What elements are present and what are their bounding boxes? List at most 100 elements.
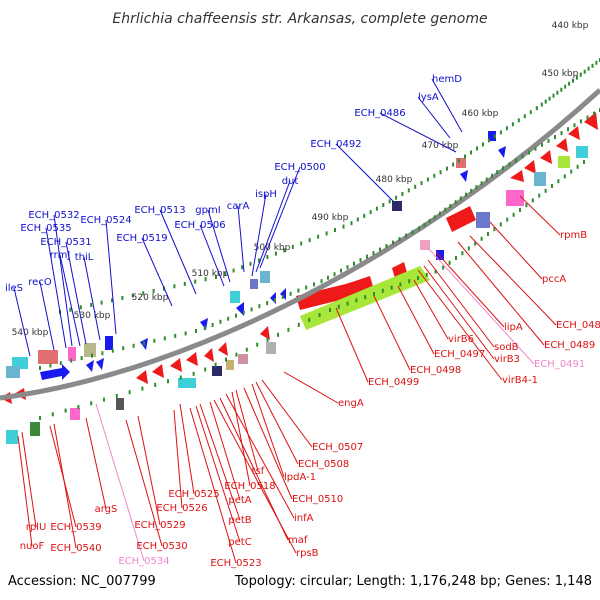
gene-label-ech-0492[interactable]: ECH_0492 [310, 139, 361, 150]
gene-label-leader [243, 387, 293, 500]
gene-label-enga[interactable]: engA [338, 398, 364, 409]
outer-tick-dot [375, 206, 378, 211]
gene-label-leader [159, 209, 197, 295]
gene-label-iles[interactable]: ileS [5, 283, 23, 294]
gene-label-virb3[interactable]: virB3 [494, 354, 520, 365]
gene-label-ech-0532[interactable]: ECH_0532 [28, 210, 79, 221]
gene-label-ech-0488[interactable]: ECH_0488 [556, 320, 600, 331]
gene-label-leader [213, 399, 297, 554]
outer-tick-dot [69, 307, 72, 312]
lower-tick-dot [364, 295, 367, 300]
lower-tick-dot [425, 272, 428, 277]
gene-label-ech-0539[interactable]: ECH_0539 [50, 522, 101, 533]
gene-label-infa[interactable]: infA [294, 513, 314, 524]
gene-label-ech-0507[interactable]: ECH_0507 [312, 442, 363, 453]
gene-label-ech-0508[interactable]: ECH_0508 [298, 459, 349, 470]
outer-tick-dot [564, 84, 567, 89]
gene-label-ech-0529[interactable]: ECH_0529 [134, 520, 185, 531]
gene-label-ech-0500[interactable]: ECH_0500 [274, 162, 325, 173]
gene-label-ech-0530[interactable]: ECH_0530 [136, 541, 187, 552]
gene-label-ech-0518[interactable]: ECH_0518 [224, 481, 275, 492]
outer-tick-dot [183, 281, 186, 286]
gene-label-sodb[interactable]: sodB [494, 342, 519, 353]
gene-label-ech-0499[interactable]: ECH_0499 [368, 377, 419, 388]
gene-label-lpda-1[interactable]: lpdA-1 [284, 472, 316, 483]
gene-label-ech-0498[interactable]: ECH_0498 [410, 365, 461, 376]
gene-label-ech-0523[interactable]: ECH_0523 [210, 558, 261, 569]
gene-label-isph[interactable]: ispH [255, 189, 277, 200]
inner-tick-dot [392, 240, 394, 245]
lower-tick-dot [544, 188, 547, 193]
gene-arrow [498, 146, 506, 158]
outer-tick-dot [350, 221, 353, 226]
gene-label-ech-0535[interactable]: ECH_0535 [20, 223, 71, 234]
outer-tick-dot [90, 303, 93, 307]
lower-tick-dot [235, 352, 238, 357]
gene-label-ech-0510[interactable]: ECH_0510 [292, 494, 343, 505]
gene-label-tsf[interactable]: tsf [252, 466, 265, 477]
gene-label-peta[interactable]: petA [228, 495, 251, 506]
gene-label-rrmj[interactable]: rrmJ [50, 250, 71, 261]
lower-tick-dot [487, 232, 489, 236]
outer-tick-dot [342, 224, 345, 229]
outer-tick-dot [420, 181, 423, 186]
gene-label-ech-0497[interactable]: ECH_0497 [434, 349, 485, 360]
gene-label-rpsb[interactable]: rpsB [296, 548, 319, 559]
gene-label-ech-0525[interactable]: ECH_0525 [168, 489, 219, 500]
outer-tick-dot [363, 213, 366, 218]
gene-label-ech-0519[interactable]: ECH_0519 [116, 233, 167, 244]
gene-label-leader [231, 391, 251, 487]
gene-label-petb[interactable]: petB [228, 515, 251, 526]
gene-label-ech-0531[interactable]: ECH_0531 [40, 237, 91, 248]
gene-label-lipa[interactable]: lipA [504, 322, 523, 333]
gene-label-ech-0540[interactable]: ECH_0540 [50, 543, 101, 554]
lower-tick-dot [277, 332, 279, 337]
outer-tick-dot [152, 288, 155, 293]
gene-block [266, 342, 276, 354]
gene-label-leader [53, 214, 73, 347]
gene-label-virb6[interactable]: virB6 [448, 334, 474, 345]
gene-label-ech-0489[interactable]: ECH_0489 [544, 340, 595, 351]
lower-tick-dot [519, 208, 521, 212]
scale-tick-label: 530 kbp [74, 311, 111, 321]
gene-label-gpmi[interactable]: gpmI [195, 205, 220, 216]
gene-label-lysa[interactable]: lysA [418, 92, 439, 103]
gene-label-nuof[interactable]: nuoF [20, 541, 45, 552]
gene-label-ech-0524[interactable]: ECH_0524 [80, 215, 131, 226]
gene-label-ech-0534[interactable]: ECH_0534 [118, 556, 169, 567]
inner-tick-dot [547, 138, 550, 143]
inner-tick-dot [580, 119, 582, 124]
lower-tick-dot [576, 164, 579, 169]
outer-tick-dot [452, 162, 455, 167]
scale-tick-label: 470 kbp [422, 141, 459, 151]
gene-label-hemd[interactable]: hemD [432, 74, 462, 85]
lower-tick-dot [417, 276, 419, 280]
gene-label-ech-0526[interactable]: ECH_0526 [156, 503, 207, 514]
gene-label-petc[interactable]: petC [228, 537, 251, 548]
gene-label-rpmb[interactable]: rpmB [560, 230, 587, 241]
outer-tick-dot [325, 231, 328, 236]
gene-label-ech-0506[interactable]: ECH_0506 [174, 220, 225, 231]
gene-label-maf[interactable]: maf [288, 535, 308, 546]
gene-label-leader [21, 431, 37, 528]
gene-label-dut[interactable]: dut [282, 176, 299, 187]
gene-block [436, 250, 444, 260]
gene-label-cara[interactable]: carA [227, 201, 250, 212]
gene-label-reco[interactable]: recO [28, 277, 52, 288]
gene-block [260, 271, 270, 283]
gene-label-ech-0491[interactable]: ECH_0491 [534, 359, 585, 370]
gene-block [226, 360, 234, 370]
gene-label-args[interactable]: argS [95, 504, 118, 515]
gene-label-thil[interactable]: thiL [75, 252, 94, 263]
gene-label-pcca[interactable]: pccA [542, 274, 566, 285]
inner-tick-dot [39, 366, 41, 370]
outer-tick-dot [426, 177, 429, 182]
gene-label-leader [489, 221, 543, 280]
gene-arrow [96, 358, 104, 370]
lower-tick-dot [531, 198, 534, 203]
gene-label-virb4-1[interactable]: virB4-1 [502, 375, 538, 386]
lower-tick-dot [141, 386, 144, 391]
gene-label-ech-0486[interactable]: ECH_0486 [354, 108, 405, 119]
gene-label-ech-0513[interactable]: ECH_0513 [134, 205, 185, 216]
gene-label-rplu[interactable]: rplU [26, 522, 47, 533]
